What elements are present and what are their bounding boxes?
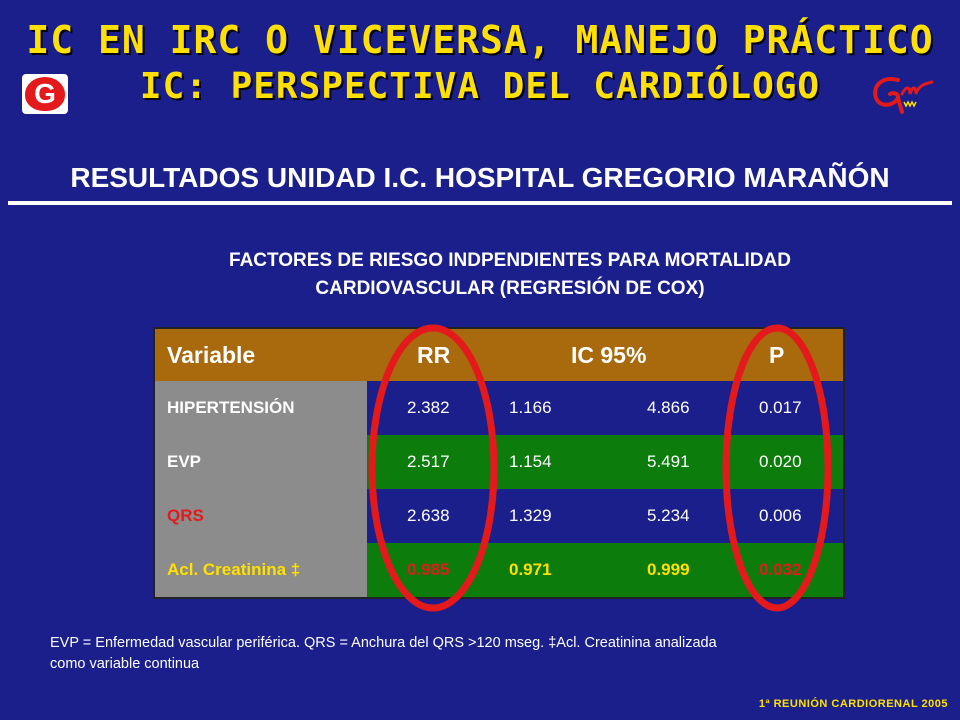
heading-line-2: CARDIOVASCULAR (REGRESIÓN DE COX) xyxy=(315,278,705,299)
title-line-2: IC: PERSPECTIVA DEL CARDIÓLOGO xyxy=(139,66,821,107)
hospital-logo: G xyxy=(22,74,68,114)
footnote-line-1: EVP = Enfermedad vascular periférica. QR… xyxy=(50,635,717,651)
ic-high-value: 0.999 xyxy=(647,560,690,579)
variable-cell: HIPERTENSIÓN xyxy=(155,381,367,435)
event-label: 1ª REUNIÓN CARDIORENAL 2005 xyxy=(758,698,948,710)
ic-low-value: 1.166 xyxy=(509,398,552,417)
ic-high-value: 5.491 xyxy=(647,452,690,471)
footnote-line-2: como variable continua xyxy=(50,656,200,672)
table-row: QRS 2.638 1.329 5.234 0.006 xyxy=(155,489,843,543)
variable-label: QRS xyxy=(167,506,204,525)
table-row: EVP 2.517 1.154 5.491 0.020 xyxy=(155,435,843,489)
title-line-1: IC EN IRC O VICEVERSA, MANEJO PRÁCTICO xyxy=(26,18,934,62)
variable-label: Acl. Creatinina ‡ xyxy=(167,560,301,579)
section-subtitle: RESULTADOS UNIDAD I.C. HOSPITAL GREGORIO… xyxy=(70,162,890,193)
p-value: 0.020 xyxy=(759,452,802,471)
ic-low-value: 0.971 xyxy=(509,560,552,579)
table-header-row: Variable RR IC 95% P xyxy=(155,329,843,381)
header-variable: Variable xyxy=(167,342,256,368)
footnote: EVP = Enfermedad vascular periférica. QR… xyxy=(50,633,930,675)
cox-regression-table: Variable RR IC 95% P HIPERTENSIÓN 2.382 … xyxy=(153,327,845,599)
rr-value: 2.517 xyxy=(407,452,450,471)
table-heading: FACTORES DE RIESGO INDPENDIENTES PARA MO… xyxy=(140,247,880,303)
signature-logo xyxy=(873,77,934,114)
rr-value: 0.985 xyxy=(407,560,450,579)
rr-value: 2.382 xyxy=(407,398,450,417)
divider xyxy=(8,201,952,205)
p-value: 0.032 xyxy=(759,560,802,579)
header-ic95: IC 95% xyxy=(571,342,647,368)
heading-line-1: FACTORES DE RIESGO INDPENDIENTES PARA MO… xyxy=(229,250,791,271)
variable-cell: Acl. Creatinina ‡ xyxy=(155,543,367,597)
ic-high-value: 5.234 xyxy=(647,506,690,525)
variable-cell: QRS xyxy=(155,489,367,543)
ic-low-value: 1.329 xyxy=(509,506,552,525)
variable-label: HIPERTENSIÓN xyxy=(167,398,295,417)
header-p: P xyxy=(769,342,785,368)
rr-value: 2.638 xyxy=(407,506,450,525)
table-row: Acl. Creatinina ‡ 0.985 0.971 0.999 0.03… xyxy=(155,543,843,597)
header-rr: RR xyxy=(417,342,451,368)
logo-letter: G xyxy=(25,77,65,111)
p-value: 0.006 xyxy=(759,506,802,525)
ic-high-value: 4.866 xyxy=(647,398,690,417)
variable-cell: EVP xyxy=(155,435,367,489)
table-row: HIPERTENSIÓN 2.382 1.166 4.866 0.017 xyxy=(155,381,843,435)
ic-low-value: 1.154 xyxy=(509,452,552,471)
p-value: 0.017 xyxy=(759,398,802,417)
variable-label: EVP xyxy=(167,452,202,471)
